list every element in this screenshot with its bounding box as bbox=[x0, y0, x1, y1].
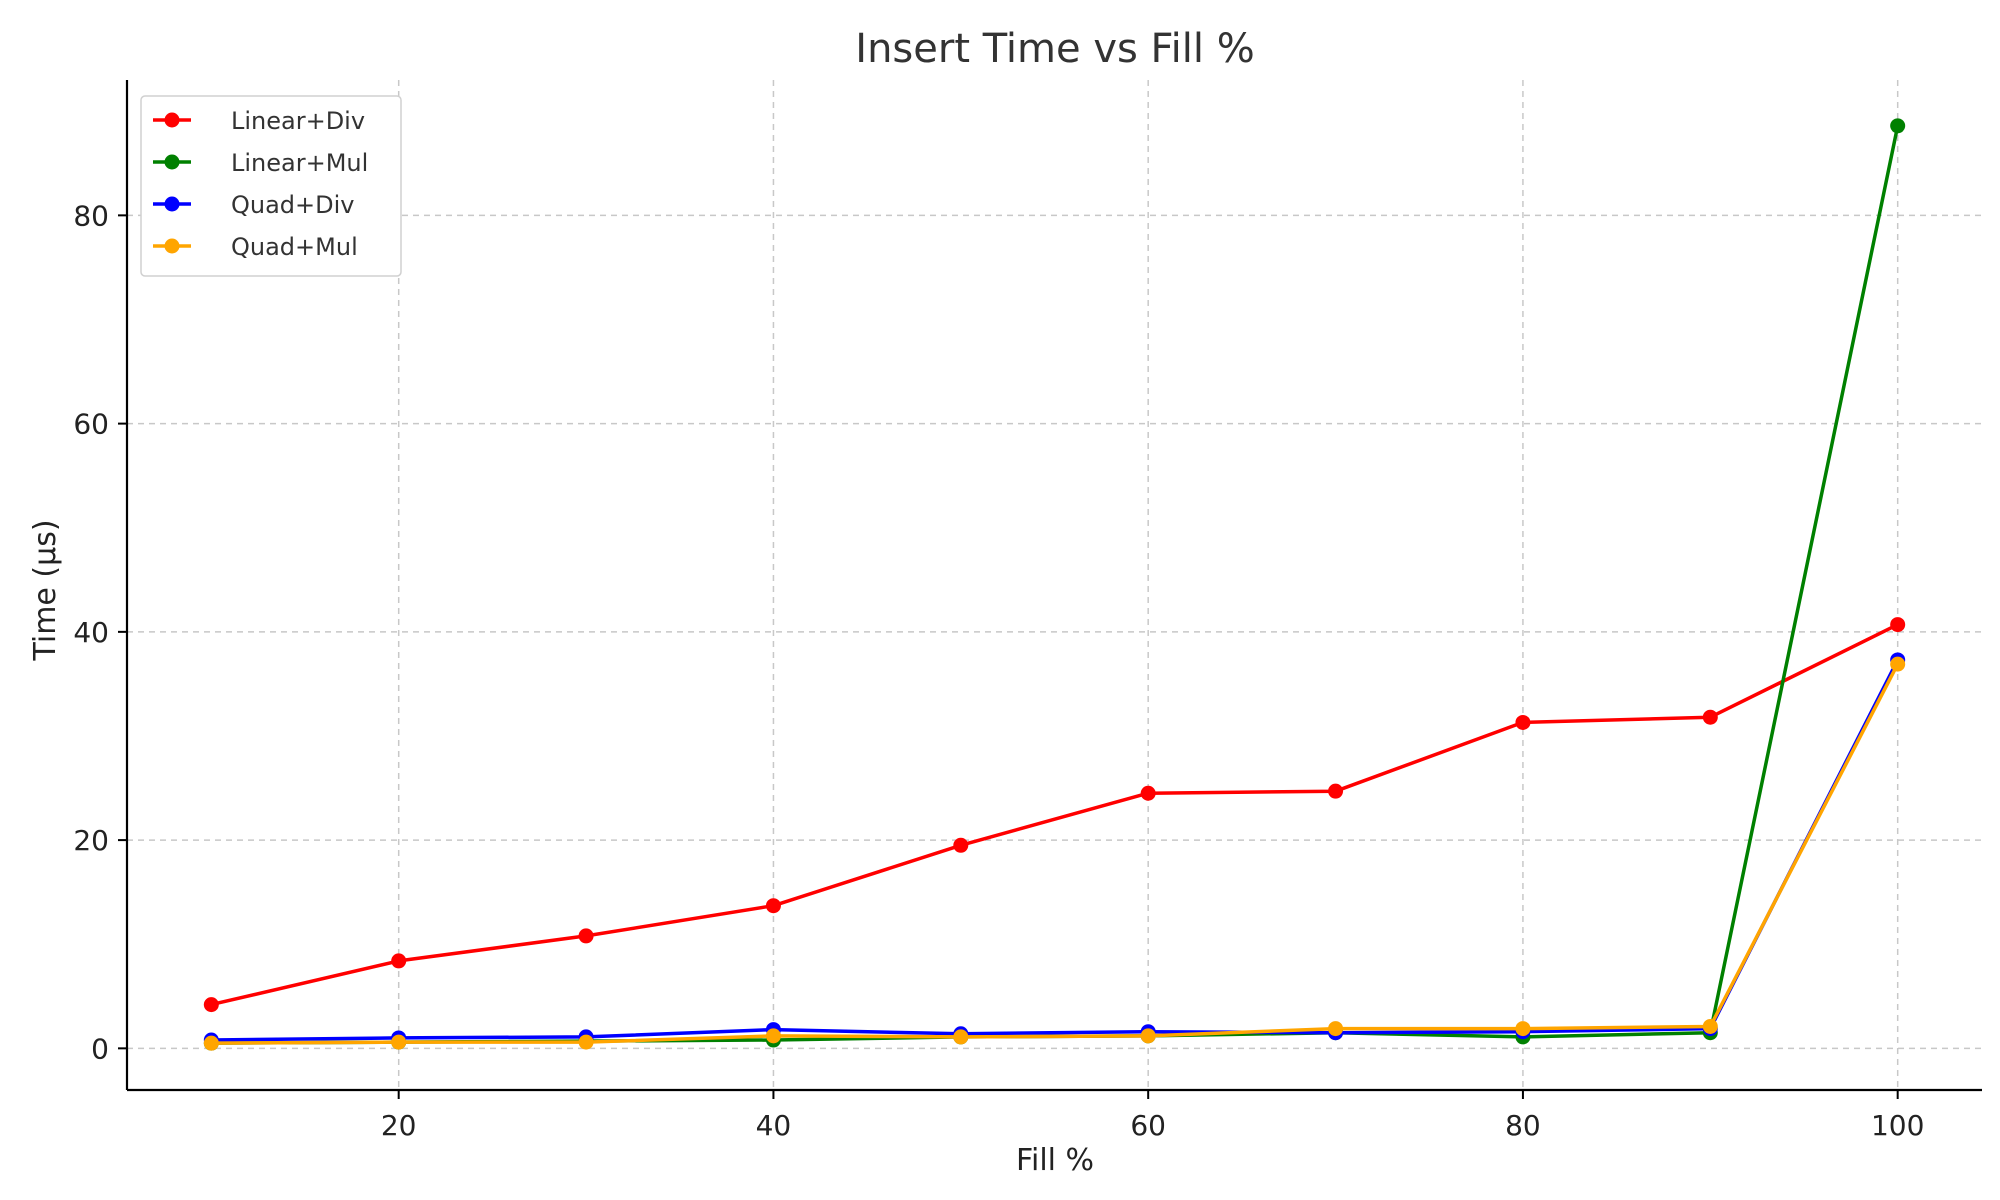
data-point-linear-div bbox=[1702, 709, 1718, 725]
x-tick-label: 60 bbox=[1130, 1109, 1166, 1142]
series-linear-div bbox=[203, 617, 1906, 1013]
legend-swatch-marker bbox=[164, 154, 180, 170]
legend: Linear+Div Linear+Mul Quad+Div Quad+Mul bbox=[140, 95, 402, 277]
series-quad-mul bbox=[203, 656, 1906, 1051]
legend-item-quad-div: Quad+Div bbox=[153, 191, 355, 219]
data-point-linear-div bbox=[203, 997, 219, 1013]
x-tick-label: 40 bbox=[756, 1109, 792, 1142]
data-point-quad-mul bbox=[765, 1028, 781, 1044]
data-point-quad-mul bbox=[1140, 1028, 1156, 1044]
data-point-linear-mul bbox=[1890, 118, 1906, 134]
legend-label: Linear+Mul bbox=[231, 149, 368, 177]
data-point-quad-mul bbox=[1328, 1021, 1344, 1037]
legend-label: Quad+Mul bbox=[231, 233, 358, 261]
y-tick-label: 80 bbox=[73, 199, 109, 232]
y-axis-label: Time (µs) bbox=[28, 519, 63, 661]
legend-swatch-marker bbox=[164, 112, 180, 128]
data-point-quad-mul bbox=[953, 1029, 969, 1045]
data-point-quad-mul bbox=[1515, 1021, 1531, 1037]
data-point-quad-mul bbox=[203, 1035, 219, 1051]
data-point-linear-div bbox=[765, 898, 781, 914]
legend-label: Quad+Div bbox=[231, 191, 355, 219]
grid bbox=[127, 80, 1982, 1090]
data-point-linear-div bbox=[391, 953, 407, 969]
x-tick-label: 20 bbox=[381, 1109, 417, 1142]
data-point-linear-div bbox=[1328, 783, 1344, 799]
data-point-linear-div bbox=[1140, 785, 1156, 801]
series-group bbox=[203, 118, 1906, 1051]
legend-item-linear-div: Linear+Div bbox=[153, 107, 365, 135]
series-line-linear-div bbox=[210, 623, 1899, 1007]
y-tick-label: 0 bbox=[91, 1032, 109, 1065]
x-axis-label: Fill % bbox=[1016, 1143, 1094, 1178]
y-tick-label: 40 bbox=[73, 616, 109, 649]
y-tick-label: 20 bbox=[73, 824, 109, 857]
legend-item-linear-mul: Linear+Mul bbox=[153, 149, 368, 177]
data-point-quad-mul bbox=[578, 1034, 594, 1050]
legend-frame bbox=[140, 95, 402, 277]
data-point-linear-div bbox=[1515, 714, 1531, 730]
axes: 20 40 60 80 100 0 20 40 60 80 bbox=[73, 80, 1982, 1142]
data-point-quad-mul bbox=[1890, 656, 1906, 672]
y-tick-label: 60 bbox=[73, 408, 109, 441]
series-line-quad-mul bbox=[211, 663, 1900, 1045]
legend-swatch-marker bbox=[164, 196, 180, 212]
data-point-linear-div bbox=[953, 837, 969, 853]
legend-label: Linear+Div bbox=[231, 107, 365, 135]
x-tick-label: 80 bbox=[1505, 1109, 1541, 1142]
legend-swatch-marker bbox=[164, 238, 180, 254]
series-line-quad-div bbox=[211, 659, 1900, 1042]
legend-item-quad-mul: Quad+Mul bbox=[153, 233, 358, 261]
data-point-quad-mul bbox=[391, 1034, 407, 1050]
x-tick-label: 100 bbox=[1871, 1109, 1924, 1142]
chart-title: Insert Time vs Fill % bbox=[855, 26, 1254, 72]
data-point-linear-div bbox=[578, 928, 594, 944]
data-point-quad-mul bbox=[1702, 1018, 1718, 1034]
data-point-linear-div bbox=[1890, 617, 1906, 633]
